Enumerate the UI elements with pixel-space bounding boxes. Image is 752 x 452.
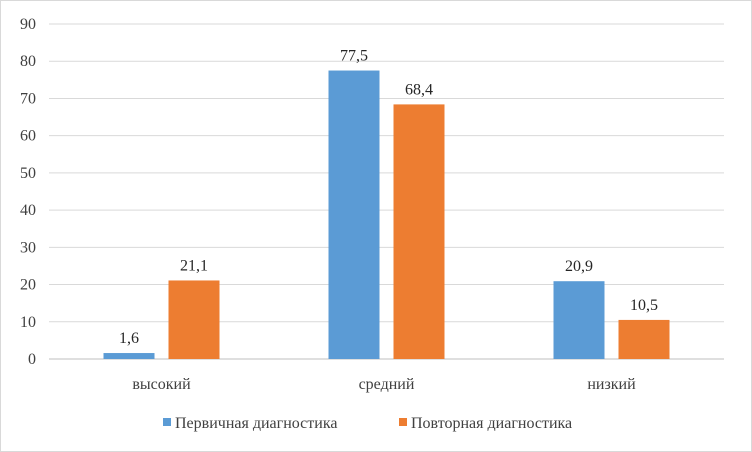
data-label: 68,4 bbox=[405, 81, 433, 98]
legend-swatch bbox=[399, 418, 407, 426]
bar bbox=[103, 353, 155, 359]
legend: Первичная диагностика Повторная диагности… bbox=[163, 415, 572, 432]
gridlines bbox=[49, 23, 724, 360]
data-label: 10,5 bbox=[630, 297, 658, 314]
y-axis-ticks: 0 10 20 30 40 50 60 70 80 90 bbox=[20, 16, 36, 368]
y-tick-label: 40 bbox=[20, 202, 36, 219]
y-tick-label: 60 bbox=[20, 128, 36, 145]
y-tick-label: 10 bbox=[20, 314, 36, 331]
y-tick-label: 70 bbox=[20, 90, 36, 107]
x-category-label: высокий bbox=[132, 376, 191, 393]
y-tick-label: 20 bbox=[20, 277, 36, 294]
x-category-label: средний bbox=[359, 376, 415, 393]
x-axis-categories: высокий средний низкий bbox=[132, 376, 636, 393]
bar bbox=[168, 280, 220, 359]
legend-label: Первичная диагностика bbox=[175, 415, 337, 432]
legend-swatch bbox=[163, 418, 171, 426]
y-tick-label: 0 bbox=[28, 351, 36, 368]
bar bbox=[618, 319, 670, 359]
x-category-label: низкий bbox=[587, 376, 636, 393]
data-label: 21,1 bbox=[180, 257, 208, 274]
bar bbox=[393, 104, 445, 360]
y-tick-label: 30 bbox=[20, 239, 36, 256]
data-label: 1,6 bbox=[119, 330, 139, 347]
y-tick-label: 50 bbox=[20, 165, 36, 182]
data-label: 77,5 bbox=[340, 48, 368, 65]
y-tick-label: 80 bbox=[20, 53, 36, 70]
bar bbox=[553, 281, 605, 359]
y-tick-label: 90 bbox=[20, 16, 36, 33]
bar bbox=[328, 70, 380, 360]
bars: 1,6 21,1 77,5 68,4 20,9 10,5 bbox=[103, 48, 670, 360]
legend-label: Повторная диагностика bbox=[411, 415, 572, 432]
data-label: 20,9 bbox=[565, 258, 593, 275]
